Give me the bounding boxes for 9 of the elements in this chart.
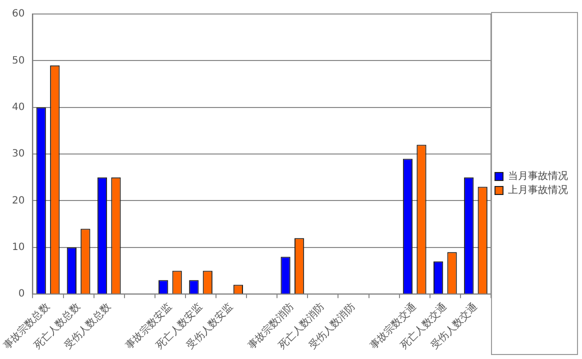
y-tick-label: 30 xyxy=(12,148,25,160)
y-tick-label: 20 xyxy=(12,195,25,206)
legend-label: 当月事故情况 xyxy=(508,170,568,182)
y-tick-label: 40 xyxy=(12,102,25,113)
y-tick-label: 60 xyxy=(12,8,25,20)
legend-label: 上月事故情况 xyxy=(508,184,568,196)
y-tick-label: 50 xyxy=(12,55,25,66)
y-tick-label: 10 xyxy=(12,242,25,253)
y-tick-label: 0 xyxy=(18,288,25,300)
